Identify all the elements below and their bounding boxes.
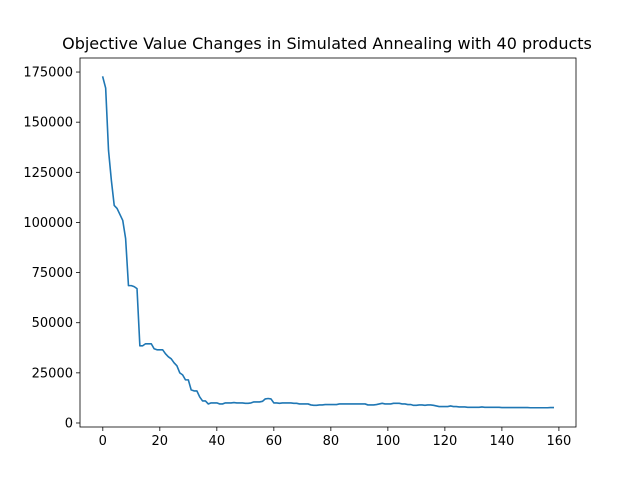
y-tick-label: 125000 <box>23 166 73 181</box>
y-tick-label: 25000 <box>32 366 73 381</box>
y-tick-label: 175000 <box>23 66 73 81</box>
y-tick-label: 100000 <box>23 216 73 231</box>
x-tick-label: 40 <box>209 434 226 449</box>
x-tick-label: 140 <box>489 434 514 449</box>
y-tick-label: 150000 <box>23 116 73 131</box>
series-line-0 <box>101 76 555 409</box>
x-tick-label: 20 <box>152 434 169 449</box>
x-tick-label: 80 <box>323 434 340 449</box>
chart-title: Objective Value Changes in Simulated Ann… <box>62 34 592 53</box>
x-tick-label: 0 <box>99 434 107 449</box>
x-tick-label: 120 <box>432 434 457 449</box>
plot-frame <box>79 57 577 428</box>
x-tick-label: 160 <box>546 434 571 449</box>
y-tick-label: 75000 <box>32 266 73 281</box>
plot-area: 0 20 40 60 80 100 120 140 160 0 25000 50000 75000 100… <box>23 57 577 449</box>
y-tick-label: 50000 <box>32 316 73 331</box>
y-tick-label: 0 <box>65 416 73 431</box>
x-tick-label: 100 <box>375 434 400 449</box>
x-tick-label: 60 <box>266 434 283 449</box>
